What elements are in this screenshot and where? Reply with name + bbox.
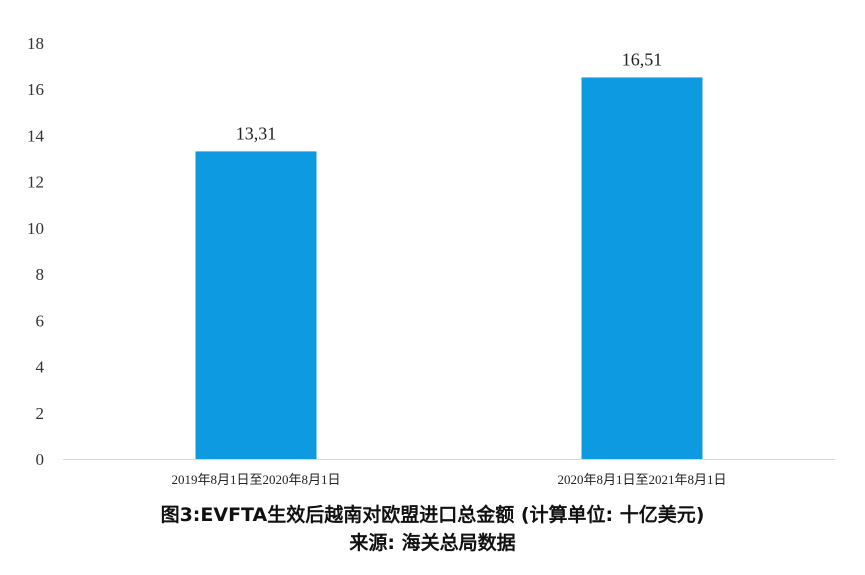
bar	[581, 77, 703, 460]
y-tick-label: 14	[27, 126, 45, 145]
x-category-label: 2019年8月1日至2020年8月1日	[171, 472, 340, 487]
bars	[195, 77, 703, 460]
data-labels: 13,31 16,51	[236, 49, 663, 143]
y-tick-label: 8	[36, 265, 45, 284]
bar-data-label: 16,51	[622, 49, 663, 69]
y-tick-label: 6	[36, 311, 45, 330]
bar-data-label: 13,31	[236, 123, 277, 143]
x-category-label: 2020年8月1日至2021年8月1日	[557, 472, 726, 487]
y-tick-label: 16	[27, 80, 44, 99]
y-tick-label: 18	[27, 34, 44, 53]
y-tick-label: 10	[27, 219, 44, 238]
chart-caption-source: 来源: 海关总局数据	[349, 532, 516, 554]
bar-chart: 0 2 4 6 8 10 12 14 16 18 13,31 16,51 2019年8月1日至202…	[27, 34, 835, 487]
category-labels: 2019年8月1日至2020年8月1日 2020年8月1日至2021年8月1日	[171, 472, 726, 487]
y-axis-ticks: 0 2 4 6 8 10 12 14 16 18	[27, 34, 45, 469]
bar	[195, 151, 317, 459]
chart-caption-title: 图3:EVFTA生效后越南对欧盟进口总金额 (计算单位: 十亿美元)	[160, 504, 705, 526]
y-tick-label: 12	[27, 173, 44, 192]
y-tick-label: 4	[36, 358, 45, 377]
y-tick-label: 2	[36, 404, 45, 423]
y-tick-label: 0	[36, 450, 45, 469]
